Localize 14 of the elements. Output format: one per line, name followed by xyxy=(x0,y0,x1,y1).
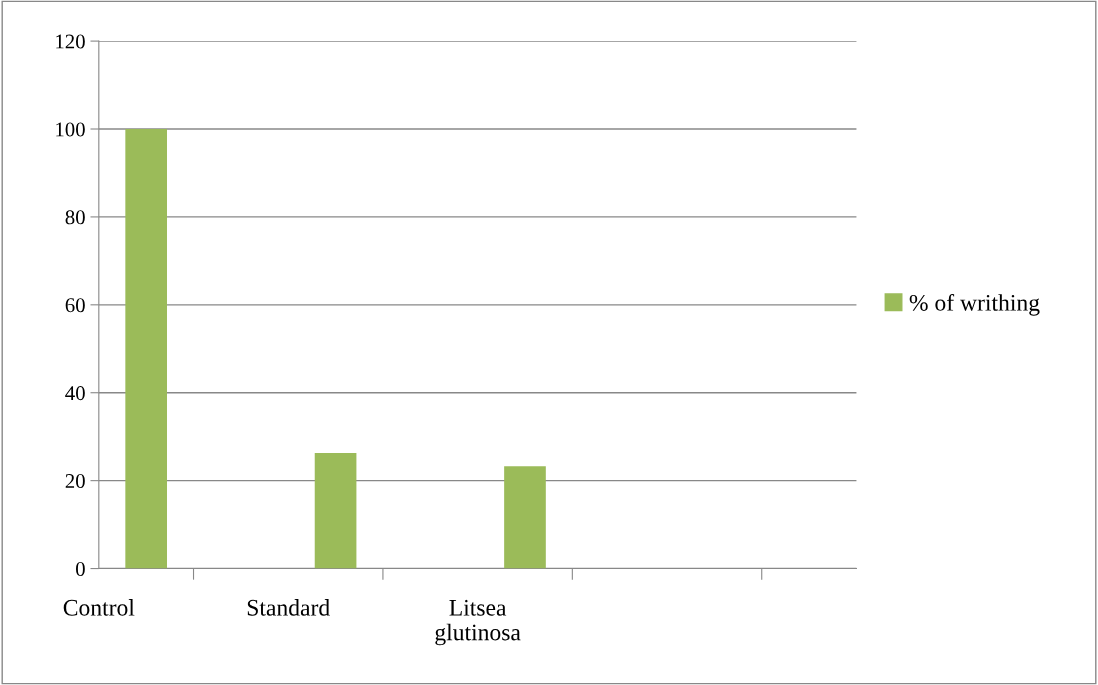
y-tick-label: 40 xyxy=(65,386,85,401)
x-tick-label: Litsea glutinosa xyxy=(435,599,521,646)
y-tick-label: 0 xyxy=(76,561,85,576)
y-tick-label: 60 xyxy=(65,298,85,313)
y-tick-label: 20 xyxy=(65,474,85,489)
x-tick-label: Standard xyxy=(247,599,330,616)
y-tick-label: 120 xyxy=(56,34,85,49)
bar xyxy=(314,452,357,569)
x-tick-label: Control xyxy=(63,599,135,616)
y-tick-label: 100 xyxy=(56,122,85,137)
y-tick-label: 80 xyxy=(65,210,85,225)
legend-label: % of writhing xyxy=(909,293,1040,316)
bar xyxy=(504,466,546,569)
bar xyxy=(125,129,168,569)
